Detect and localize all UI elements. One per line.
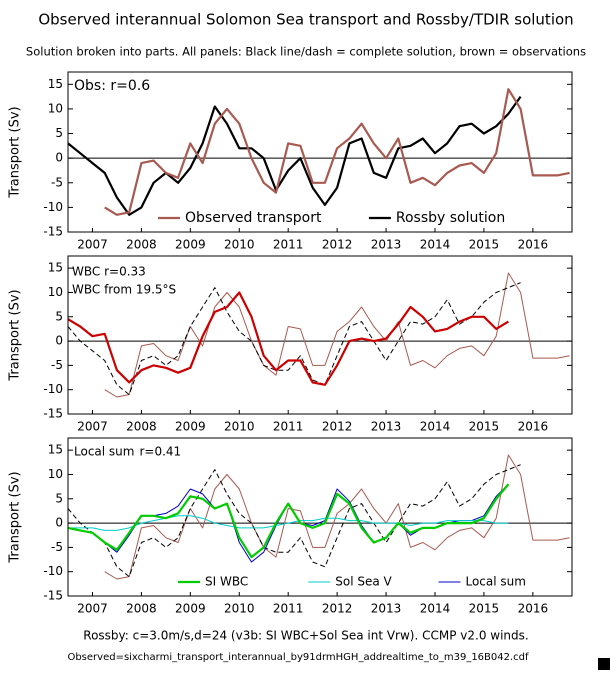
note: Observed=sixcharmi_transport_interannual… <box>67 652 529 663</box>
y-axis-label: Transport (Sv) <box>8 471 23 563</box>
panel-frame <box>67 255 573 415</box>
legend-label: WBC from 19.5°S <box>72 283 176 297</box>
y-tick-label: 15 <box>48 261 63 275</box>
x-tick-label: 2008 <box>126 602 157 616</box>
x-tick-label: 2010 <box>224 602 255 616</box>
legend-label: SI WBC <box>205 575 248 589</box>
legend-label: WBC r=0.33 <box>72 265 146 279</box>
x-tick-label: 2014 <box>420 602 451 616</box>
x-tick-label: 2010 <box>224 420 255 434</box>
x-tick-label: 2016 <box>518 420 549 434</box>
panel-frame <box>67 437 573 597</box>
y-tick-label: -5 <box>51 175 63 189</box>
x-tick-label: 2012 <box>322 420 353 434</box>
legend-label: Local sum <box>465 575 525 589</box>
y-tick-label: -5 <box>51 540 63 554</box>
y-tick-label: 15 <box>48 77 63 91</box>
x-tick-label: 2009 <box>175 602 206 616</box>
x-tick-label: 2013 <box>371 238 402 252</box>
x-tick-label: 2016 <box>518 238 549 252</box>
y-tick-label: -10 <box>43 200 63 214</box>
note: Rossby: c=3.0m/s,d=24 (v3b: SI WBC+Sol S… <box>83 629 528 643</box>
panel-label: r=0.41 <box>139 445 181 459</box>
series-line <box>68 515 509 531</box>
x-tick-label: 2007 <box>77 238 108 252</box>
legend-label: Sol Sea V <box>335 575 392 589</box>
legend-label: Observed transport <box>185 210 322 226</box>
y-tick-label: -15 <box>43 407 63 421</box>
y-tick-label: 0 <box>55 151 63 165</box>
x-tick-label: 2011 <box>273 238 304 252</box>
y-tick-label: -5 <box>51 358 63 372</box>
x-tick-label: 2014 <box>420 238 451 252</box>
y-tick-label: 10 <box>48 467 63 481</box>
x-tick-label: 2015 <box>469 602 500 616</box>
y-tick-label: -15 <box>43 225 63 239</box>
y-tick-label: 5 <box>55 309 63 323</box>
panel-label: Local sum <box>74 445 134 459</box>
x-tick-label: 2012 <box>322 602 353 616</box>
series-line <box>67 282 521 396</box>
x-tick-label: 2015 <box>469 238 500 252</box>
y-tick-label: 0 <box>55 516 63 530</box>
series-line <box>67 483 510 559</box>
x-tick-label: 2007 <box>77 420 108 434</box>
x-tick-label: 2013 <box>371 602 402 616</box>
series-line <box>67 464 521 578</box>
y-tick-label: 15 <box>48 443 63 457</box>
x-tick-label: 2011 <box>273 420 304 434</box>
panel-frame <box>67 71 573 233</box>
x-tick-label: 2008 <box>126 420 157 434</box>
corner-box <box>598 658 610 670</box>
subtitle: Solution broken into parts. All panels: … <box>26 45 586 59</box>
x-tick-label: 2009 <box>175 420 206 434</box>
x-tick-label: 2016 <box>518 602 549 616</box>
y-axis-label: Transport (Sv) <box>8 106 23 198</box>
x-tick-label: 2015 <box>469 420 500 434</box>
x-tick-label: 2007 <box>77 602 108 616</box>
title: Observed interannual Solomon Sea transpo… <box>38 11 573 29</box>
x-tick-label: 2013 <box>371 420 402 434</box>
x-tick-label: 2009 <box>175 238 206 252</box>
x-tick-label: 2012 <box>322 238 353 252</box>
x-tick-label: 2008 <box>126 238 157 252</box>
legend-label: Rossby solution <box>396 210 505 226</box>
y-tick-label: -10 <box>43 382 63 396</box>
panel-label: Obs: r=0.6 <box>74 78 150 94</box>
y-tick-label: 5 <box>55 491 63 505</box>
y-tick-label: 10 <box>48 285 63 299</box>
series-line <box>104 454 570 580</box>
x-tick-label: 2014 <box>420 420 451 434</box>
y-tick-label: 0 <box>55 334 63 348</box>
series-line <box>67 291 509 386</box>
series-line <box>104 272 570 398</box>
y-tick-label: -15 <box>43 589 63 603</box>
series-line <box>104 88 570 216</box>
y-tick-label: 5 <box>55 126 63 140</box>
x-tick-label: 2010 <box>224 238 255 252</box>
y-tick-label: 10 <box>48 101 63 115</box>
series-line <box>67 95 522 216</box>
x-tick-label: 2011 <box>273 602 304 616</box>
y-tick-label: -10 <box>43 564 63 578</box>
y-axis-label: Transport (Sv) <box>8 289 23 381</box>
